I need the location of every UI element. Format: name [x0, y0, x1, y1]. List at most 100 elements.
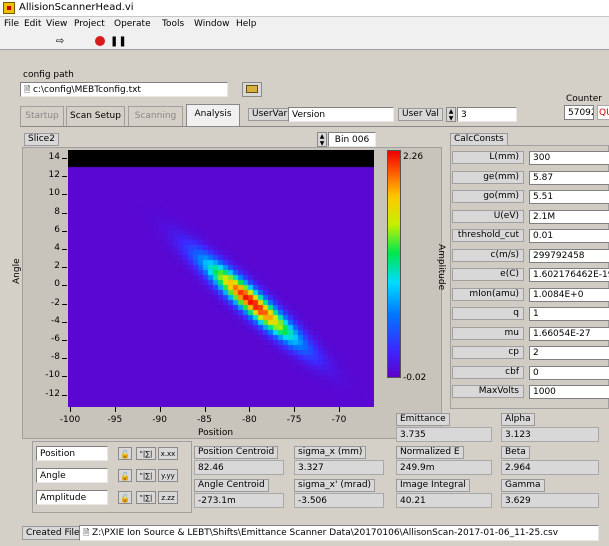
colorbar-max: 2.26: [403, 152, 424, 162]
y-tick-label: 8: [54, 206, 60, 217]
userval-stepper[interactable]: ▲ ▼: [446, 107, 456, 122]
y-tick-mark: [62, 212, 67, 214]
path-icon: 🗎: [24, 85, 33, 94]
image-integral-label: Image Integral: [396, 479, 470, 492]
y-tick-label: -2: [51, 297, 60, 308]
x-tick-mark: [249, 407, 251, 412]
calc-label: L(mm): [452, 151, 524, 164]
config-path-field[interactable]: 🗎 c:\config\MEBTconfig.txt: [20, 82, 228, 97]
calc-value[interactable]: 1000: [529, 385, 609, 399]
calc-label: e(C): [452, 268, 524, 281]
sigma-xp-label: sigma_x' (mrad): [294, 479, 376, 492]
abort-icon[interactable]: [92, 34, 108, 48]
y-tick-label: 0: [54, 279, 60, 290]
calc-value[interactable]: 0.01: [529, 229, 609, 243]
y-tick-mark: [62, 358, 67, 360]
lock-icon[interactable]: 🔓: [118, 469, 132, 482]
calc-value[interactable]: 300: [529, 151, 609, 165]
x-tick-mark: [70, 407, 71, 412]
beta-label: Beta: [501, 446, 530, 459]
run-arrow-icon[interactable]: ⇨: [55, 36, 65, 47]
sigma-xp-value: -3.506: [294, 493, 384, 508]
y-tick-mark: [62, 340, 67, 341]
calc-value[interactable]: 1.66054E-27: [529, 326, 609, 341]
calc-value[interactable]: 5.87: [529, 170, 609, 185]
sigma-x-label: sigma_x (mm): [294, 446, 367, 459]
emittance-value: 3.735: [396, 427, 492, 442]
format-icon[interactable]: y.yy: [158, 469, 178, 482]
y-tick-mark: [62, 376, 67, 378]
y-tick-mark: [62, 285, 67, 287]
format-icon[interactable]: x.xx: [158, 447, 178, 460]
calc-label: cp: [452, 346, 524, 359]
autoscale-icon[interactable]: "|∑|: [136, 447, 156, 460]
tab-startup[interactable]: Startup: [20, 106, 64, 126]
sigma-x-value: 3.327: [294, 460, 384, 475]
userval-button[interactable]: User Val: [398, 108, 443, 121]
calc-label: ge(mm): [452, 170, 524, 184]
menu-edit[interactable]: Edit: [24, 19, 42, 29]
intensity-graph[interactable]: [68, 150, 374, 407]
menu-view[interactable]: View: [46, 19, 68, 29]
menu-operate[interactable]: Operate: [114, 19, 151, 29]
format-icon[interactable]: z.zz: [158, 491, 178, 504]
y-axis-label: Angle: [12, 258, 22, 284]
y-tick-mark: [62, 303, 67, 305]
created-file-path[interactable]: 🗎 Z:\PXIE Ion Source & LEBT\Shifts\Emitt…: [79, 525, 599, 541]
calc-value[interactable]: 0: [529, 365, 609, 380]
colorbar-min: -0.02: [403, 373, 427, 383]
autoscale-icon[interactable]: "|∑|: [136, 469, 156, 482]
x-tick-label: -80: [241, 415, 257, 425]
calc-value[interactable]: 299792458: [529, 248, 609, 263]
config-path-label: config path: [23, 70, 74, 80]
lock-icon[interactable]: 🔓: [118, 491, 132, 504]
calc-value[interactable]: 1.0084E+0: [529, 287, 609, 302]
pause-icon[interactable]: ❚❚: [110, 36, 127, 47]
autoscale-icon[interactable]: "|∑|: [136, 491, 156, 504]
menu-project[interactable]: Project: [74, 19, 105, 29]
calc-value[interactable]: 1.602176462E-19: [529, 268, 609, 282]
lock-icon[interactable]: 🔓: [118, 447, 132, 460]
legend-item[interactable]: Angle: [36, 468, 108, 483]
normalized-e-label: Normalized E: [396, 446, 464, 459]
calc-label: U(eV): [452, 209, 524, 223]
bin-field[interactable]: Bin 006: [328, 132, 376, 147]
emittance-label: Emittance: [396, 413, 450, 426]
gamma-value: 3.629: [501, 493, 599, 508]
calc-value[interactable]: 5.51: [529, 190, 609, 204]
toolbar: ⇨ ❚❚: [0, 33, 609, 50]
x-tick-mark: [294, 407, 296, 412]
menu-file[interactable]: File: [4, 19, 20, 29]
uservar-button[interactable]: UserVar: [248, 108, 292, 121]
uservar-field[interactable]: Version: [288, 107, 394, 122]
menu-help[interactable]: Help: [236, 19, 257, 29]
x-tick-label: -100: [59, 415, 81, 425]
bin-stepper[interactable]: ▲ ▼: [317, 132, 327, 147]
created-file-button[interactable]: Created File: [22, 526, 84, 540]
menu-tools[interactable]: Tools: [162, 19, 185, 29]
calc-value[interactable]: 2: [529, 346, 609, 360]
image-integral-value: 40.21: [396, 493, 492, 508]
counter-label: Counter: [566, 94, 602, 104]
y-tick-label: -12: [45, 388, 60, 399]
tab-scan-setup[interactable]: Scan Setup: [66, 106, 125, 126]
y-tick-mark: [62, 321, 67, 323]
position-centroid-label: Position Centroid: [194, 446, 279, 459]
y-tick-mark: [62, 249, 67, 250]
legend-item[interactable]: Position: [36, 446, 108, 461]
x-tick-label: -70: [331, 415, 347, 425]
tab-analysis[interactable]: Analysis: [186, 104, 240, 127]
legend-item[interactable]: Amplitude: [36, 490, 108, 505]
colorbar-ramp: [387, 150, 401, 378]
userval-field[interactable]: 3: [457, 107, 517, 122]
browse-folder-icon[interactable]: [242, 82, 262, 97]
qu-indicator: QU: [597, 105, 609, 120]
menu-window[interactable]: Window: [194, 19, 230, 29]
tab-scanning[interactable]: Scanning: [128, 106, 183, 126]
y-tick-label: 6: [54, 224, 60, 235]
beta-value: 2.964: [501, 460, 599, 475]
tab-border: [20, 126, 609, 127]
calc-value[interactable]: 1: [529, 307, 609, 321]
x-tick-mark: [114, 407, 116, 412]
calc-value[interactable]: 2.1M: [529, 209, 609, 224]
